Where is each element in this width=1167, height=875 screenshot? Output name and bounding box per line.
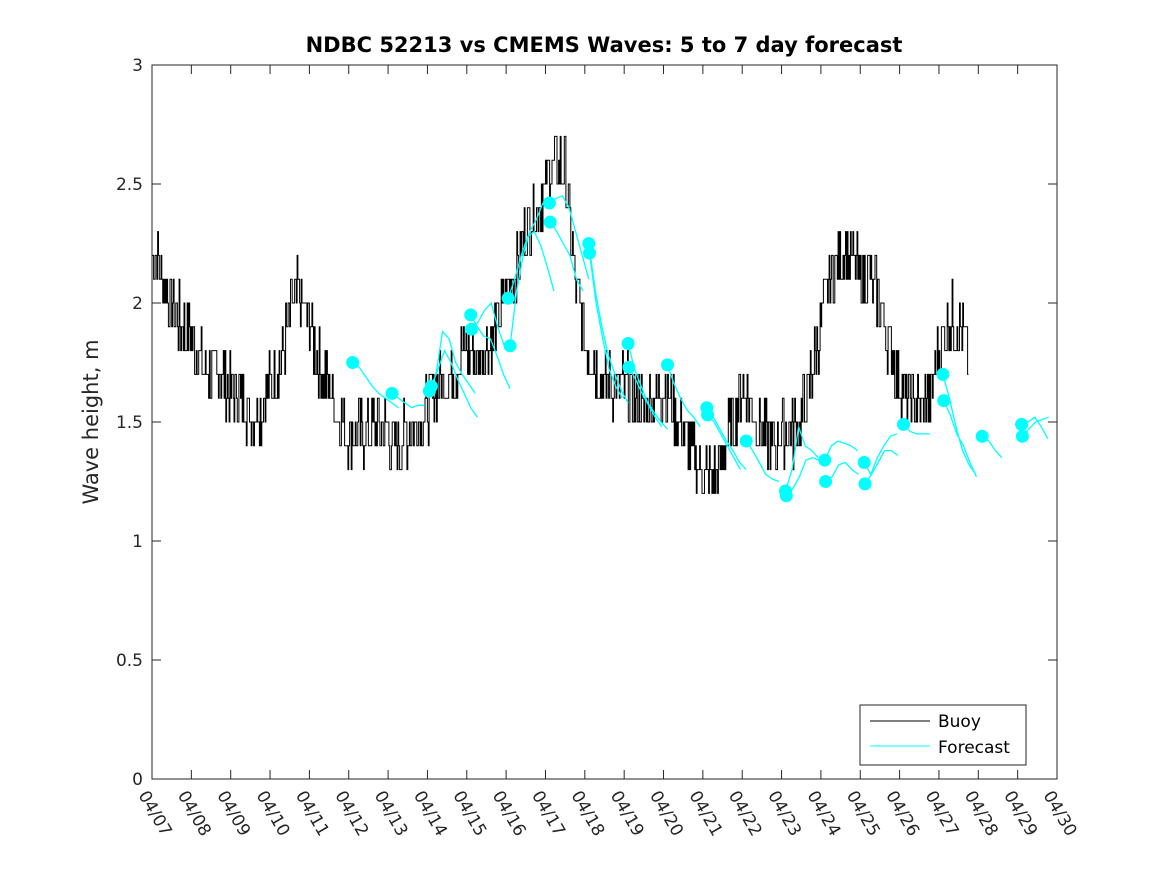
forecast-start-marker xyxy=(937,394,951,408)
forecast-start-marker xyxy=(701,408,715,422)
forecast-run-line xyxy=(943,400,978,477)
x-tick-label: 04/22 xyxy=(724,788,766,840)
buoy-series xyxy=(152,135,969,494)
x-tick-label: 04/13 xyxy=(370,788,412,840)
y-tick-label: 1 xyxy=(132,532,143,552)
x-tick-label: 04/19 xyxy=(606,788,648,840)
forecast-start-marker xyxy=(424,379,438,393)
x-tick-label: 04/10 xyxy=(252,788,294,840)
y-axis-label: Wave height, m xyxy=(79,339,103,504)
x-tick-label: 04/12 xyxy=(330,788,372,840)
forecast-start-marker xyxy=(818,453,832,467)
forecast-start-marker xyxy=(975,429,989,443)
forecast-run-line xyxy=(707,414,741,470)
forecast-run-line xyxy=(430,349,478,418)
forecast-start-marker xyxy=(858,477,872,491)
y-tick-label: 2 xyxy=(132,294,143,314)
legend-forecast-label: Forecast xyxy=(938,738,1010,758)
x-tick-label: 04/17 xyxy=(527,788,569,840)
forecast-run-line xyxy=(745,440,780,483)
forecast-run-line xyxy=(507,230,555,299)
forecast-start-marker xyxy=(779,489,793,503)
y-tick-label: 3 xyxy=(132,56,143,76)
x-tick-label: 04/21 xyxy=(685,788,727,840)
forecast-start-marker xyxy=(739,434,753,448)
forecast-start-marker xyxy=(503,339,517,353)
forecast-run-line xyxy=(588,243,629,404)
forecast-run-line xyxy=(628,366,663,428)
plot-area xyxy=(151,64,1058,780)
forecast-start-marker xyxy=(582,237,596,250)
forecast-run-line xyxy=(785,457,820,497)
forecast-start-marker xyxy=(621,337,635,350)
x-tick-label: 04/23 xyxy=(763,788,805,840)
x-tick-label: 04/29 xyxy=(999,788,1041,840)
y-tick-label: 1.5 xyxy=(116,413,143,433)
forecast-run-line xyxy=(471,301,505,347)
x-tick-label: 04/26 xyxy=(881,788,923,840)
forecast-run-line xyxy=(863,433,898,476)
forecast-start-marker xyxy=(346,356,360,369)
forecast-start-marker xyxy=(1015,429,1029,443)
x-tick-label: 04/14 xyxy=(409,788,451,840)
x-tick-label: 04/28 xyxy=(960,788,1002,840)
forecast-run-line xyxy=(391,392,425,409)
forecast-run-line xyxy=(666,364,701,428)
forecast-run-line xyxy=(588,252,623,399)
buoy-line xyxy=(152,135,969,494)
x-tick-label: 04/25 xyxy=(842,788,884,840)
forecast-start-marker xyxy=(857,456,871,469)
forecast-start-marker xyxy=(583,246,596,260)
forecast-run-line xyxy=(784,426,819,492)
forecast-run-line xyxy=(825,461,859,483)
x-tick-label: 04/08 xyxy=(173,788,215,840)
forecast-start-marker xyxy=(661,358,674,372)
forecast-start-marker xyxy=(622,360,636,374)
x-tick-label: 04/27 xyxy=(921,788,963,840)
x-tick-label: 04/18 xyxy=(566,788,608,840)
x-tick-label: 04/11 xyxy=(291,788,333,840)
forecast-run-line xyxy=(824,440,858,461)
legend: Buoy Forecast xyxy=(859,704,1027,766)
forecast-start-marker xyxy=(501,291,515,305)
forecast-run-line xyxy=(549,195,590,280)
legend-buoy-label: Buoy xyxy=(938,712,981,732)
x-tick-label: 04/20 xyxy=(645,788,687,840)
forecast-run-line xyxy=(352,361,399,409)
forecast-start-marker xyxy=(465,322,478,336)
forecast-start-marker xyxy=(819,475,833,488)
x-tick-label: 04/07 xyxy=(134,788,176,840)
forecast-series xyxy=(346,195,1049,503)
x-tick-label: 04/16 xyxy=(488,788,530,840)
forecast-start-marker xyxy=(1015,417,1029,431)
forecast-start-marker xyxy=(542,196,556,210)
forecast-start-marker xyxy=(543,215,557,229)
x-tick-label: 04/15 xyxy=(448,788,490,840)
y-axis: 0 0.5 1 1.5 2 2.5 3 xyxy=(116,56,1057,790)
y-tick-label: 0.5 xyxy=(116,651,143,671)
x-tick-label: 04/30 xyxy=(1039,788,1081,840)
forecast-start-marker xyxy=(897,417,910,431)
y-tick-label: 0 xyxy=(132,770,143,790)
forecast-run-line xyxy=(428,330,476,394)
forecast-start-marker xyxy=(385,386,399,400)
forecast-start-marker xyxy=(464,308,478,322)
forecast-run-line xyxy=(864,449,899,485)
legend-box xyxy=(859,704,1027,766)
x-tick-label: 04/09 xyxy=(212,788,254,840)
forecast-run-line xyxy=(549,221,584,292)
forecast-start-marker xyxy=(936,367,950,381)
y-tick-label: 2.5 xyxy=(116,175,143,195)
forecast-run-line xyxy=(509,202,544,346)
x-tick-label: 04/24 xyxy=(803,788,845,840)
chart-title: NDBC 52213 vs CMEMS Waves: 5 to 7 day fo… xyxy=(306,33,903,57)
